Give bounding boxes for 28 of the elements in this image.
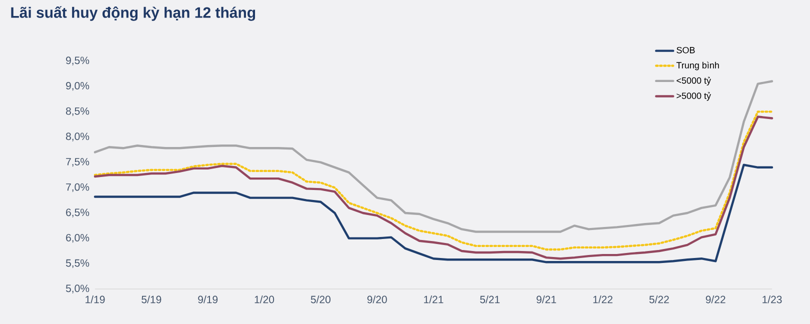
x-tick-label: 1/20 <box>254 296 274 304</box>
y-tick-label: 5,0% <box>66 284 90 294</box>
y-tick-label: 6,5% <box>66 208 90 218</box>
y-tick-label: 8,0% <box>66 132 90 142</box>
x-tick-label: 1/23 <box>762 296 782 304</box>
x-tick-label: 5/20 <box>310 296 330 304</box>
y-tick-label: 9,0% <box>66 82 90 91</box>
x-tick-label: 9/20 <box>367 296 387 304</box>
y-tick-label: 6,0% <box>66 234 90 243</box>
x-tick-label: 1/22 <box>593 296 612 304</box>
x-tick-label: 9/19 <box>198 296 218 304</box>
x-tick-label: 9/21 <box>536 296 556 304</box>
legend-label: SOB <box>676 46 695 54</box>
x-tick-label: 5/22 <box>649 296 669 304</box>
x-tick-label: 9/22 <box>706 296 726 304</box>
y-tick-label: 9,5% <box>66 56 90 66</box>
legend-label: <5000 tỷ <box>676 76 711 86</box>
x-tick-label: 5/19 <box>142 296 162 304</box>
y-tick-label: 7,5% <box>66 158 90 167</box>
chart-title: Lãi suất huy động kỳ hạn 12 tháng <box>11 6 256 21</box>
y-tick-label: 7,0% <box>66 183 90 192</box>
y-tick-label: 8,5% <box>66 107 90 116</box>
x-tick-label: 5/21 <box>480 296 500 304</box>
legend-label: Trung bình <box>676 62 719 70</box>
y-tick-label: 5,5% <box>66 259 90 268</box>
legend-label: >5000 tỷ <box>676 92 711 101</box>
x-tick-label: 1/19 <box>86 296 105 304</box>
x-tick-label: 1/21 <box>424 296 444 304</box>
